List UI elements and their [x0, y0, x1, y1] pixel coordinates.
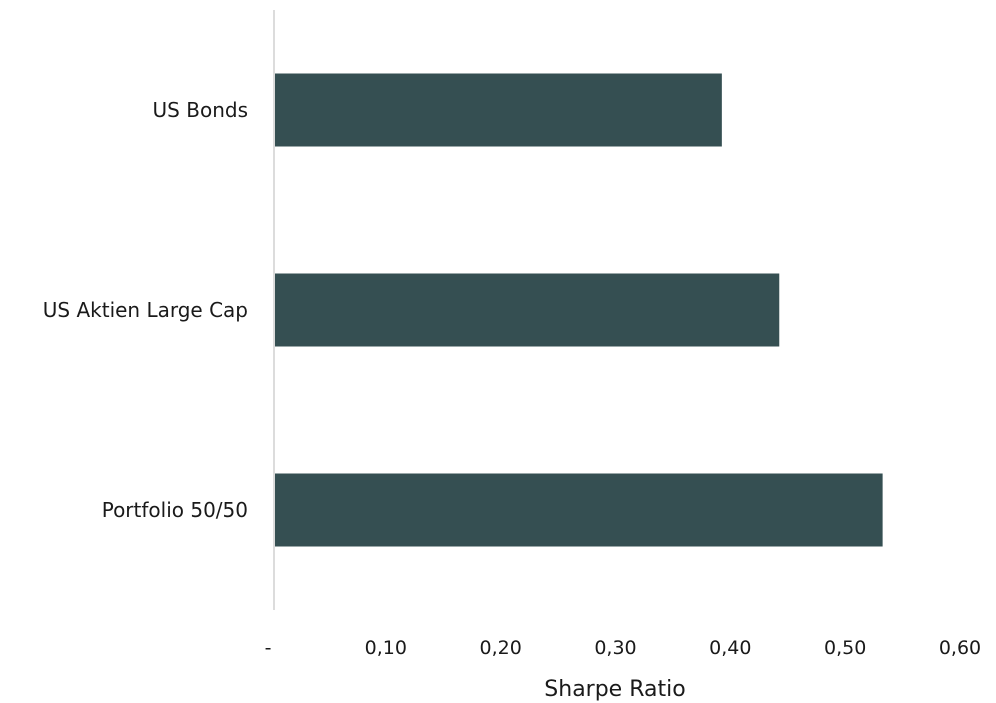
x-tick-labels: - 0,10 0,20 0,30 0,40 0,50 0,60 — [265, 637, 982, 659]
bar-us-bonds — [275, 73, 722, 147]
bars-layer — [275, 73, 883, 547]
category-labels: US Bonds US Aktien Large Cap Portfolio 50/… — [43, 98, 248, 522]
x-tick-label: 0,40 — [709, 637, 751, 659]
category-label: US Bonds — [153, 98, 248, 122]
x-tick-label: - — [265, 637, 272, 659]
category-label: Portfolio 50/50 — [102, 498, 248, 522]
bar-portfolio-50-50 — [275, 473, 883, 547]
category-label: US Aktien Large Cap — [43, 298, 248, 322]
x-tick-label: 0,30 — [594, 637, 636, 659]
bar-us-aktien-large-cap — [275, 273, 780, 347]
x-tick-label: 0,50 — [824, 637, 866, 659]
x-tick-label: 0,10 — [365, 637, 407, 659]
x-axis-title: Sharpe Ratio — [544, 677, 685, 702]
x-tick-label: 0,20 — [480, 637, 522, 659]
x-tick-label: 0,60 — [939, 637, 981, 659]
